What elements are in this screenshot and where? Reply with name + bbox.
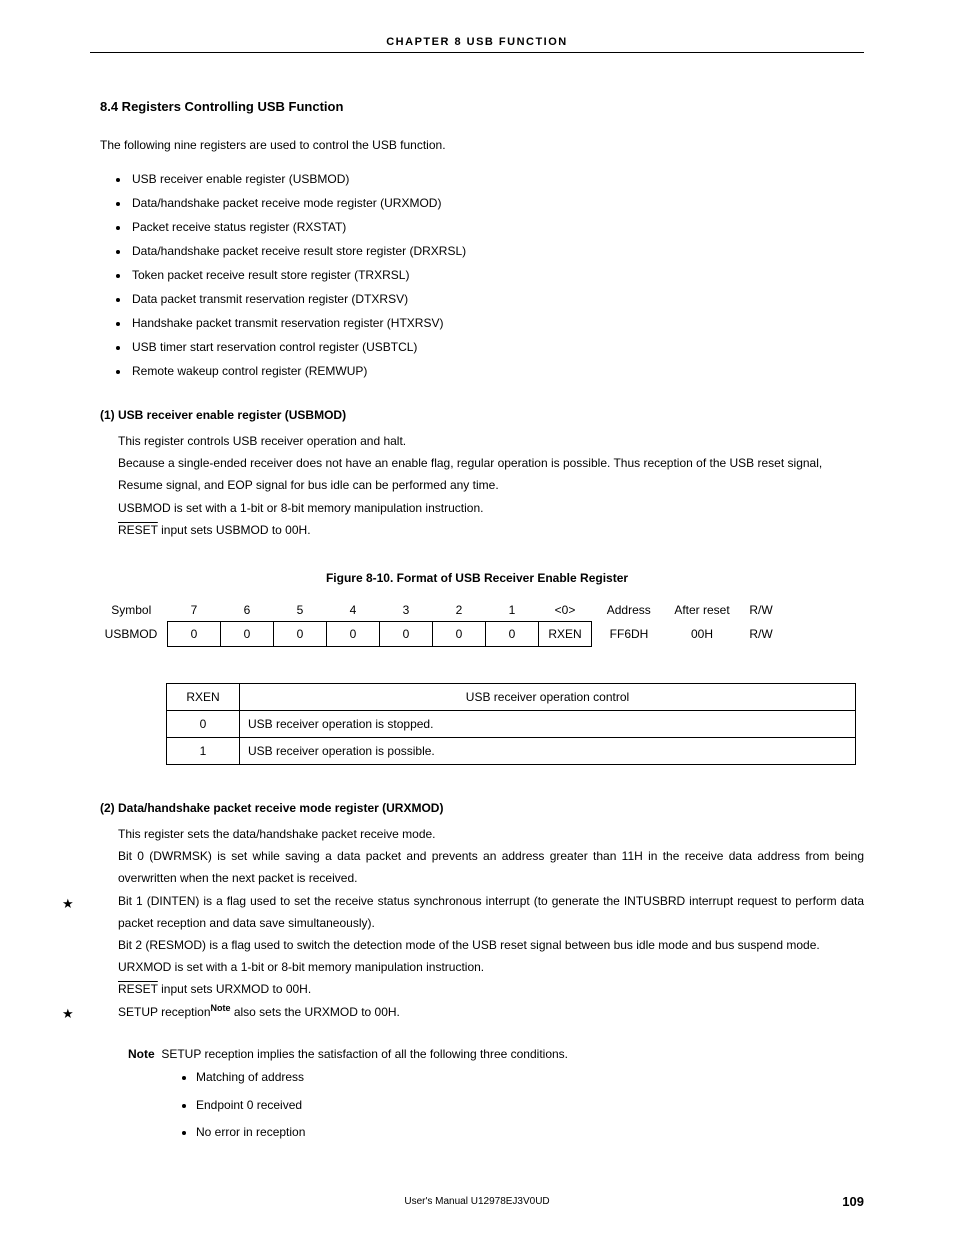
cell-bit: 0 (327, 621, 380, 646)
paragraph: Because a single-ended receiver does not… (118, 456, 822, 492)
paragraph: Bit 1 (DINTEN) is a flag used to set the… (118, 894, 864, 930)
page: CHAPTER 8 USB FUNCTION 8.4 Registers Con… (0, 0, 954, 1235)
table-row: 0 USB receiver operation is stopped. (167, 710, 856, 737)
footer-text: User's Manual U12978EJ3V0UD (404, 1196, 549, 1207)
table-header-row: Symbol 7 6 5 4 3 2 1 <0> Address After r… (100, 599, 784, 622)
subsection-1: (1) USB receiver enable register (USBMOD… (100, 408, 864, 541)
list-item: Data/handshake packet receive result sto… (130, 244, 864, 258)
list-item: No error in reception (196, 1122, 864, 1144)
cell-value: USB receiver operation is possible. (240, 737, 856, 764)
note-list: Matching of address Endpoint 0 received … (178, 1067, 864, 1144)
cell-bit: 0 (486, 621, 539, 646)
cell-after-reset: 00H (666, 621, 738, 646)
cell-bit: 0 (221, 621, 274, 646)
note-label: Note (128, 1047, 155, 1061)
list-item: Matching of address (196, 1067, 864, 1089)
paragraph: This register sets the data/handshake pa… (118, 827, 436, 841)
cell-bit: 0 (168, 621, 221, 646)
header-bit: 4 (327, 599, 380, 622)
table-header-row: RXEN USB receiver operation control (167, 683, 856, 710)
header-after-reset: After reset (666, 599, 738, 622)
subsection-2-body: This register sets the data/handshake pa… (118, 823, 864, 1024)
cell-bit: RXEN (539, 621, 592, 646)
table-row: USBMOD 0 0 0 0 0 0 0 RXEN FF6DH 00H R/W (100, 621, 784, 646)
star-icon: ★ (62, 892, 74, 916)
cell-rw: R/W (738, 621, 784, 646)
list-item: Endpoint 0 received (196, 1095, 864, 1117)
list-item: Handshake packet transmit reservation re… (130, 316, 864, 330)
paragraph: SETUP reception (118, 1005, 211, 1019)
register-list: USB receiver enable register (USBMOD) Da… (112, 172, 864, 378)
header-rule (90, 52, 864, 53)
figure-caption: Figure 8-10. Format of USB Receiver Enab… (90, 571, 864, 585)
paragraph: URXMOD is set with a 1-bit or 8-bit memo… (118, 960, 484, 974)
paragraph: Bit 2 (RESMOD) is a flag used to switch … (118, 938, 820, 952)
paragraph: input sets URXMOD to 00H. (158, 982, 311, 996)
header-bit: <0> (539, 599, 592, 622)
cell-desc-header: USB receiver operation control (240, 683, 856, 710)
note-text: SETUP reception implies the satisfaction… (161, 1047, 568, 1061)
intro-text: The following nine registers are used to… (100, 138, 864, 152)
star-icon: ★ (62, 1002, 74, 1026)
header-bit: 5 (274, 599, 327, 622)
cell-value: USB receiver operation is stopped. (240, 710, 856, 737)
reset-overline: RESET (118, 523, 158, 537)
header-rw: R/W (738, 599, 784, 622)
header-bit: 1 (486, 599, 539, 622)
paragraph: input sets USBMOD to 00H. (158, 523, 311, 537)
list-item: Remote wakeup control register (REMWUP) (130, 364, 864, 378)
list-item: Token packet receive result store regist… (130, 268, 864, 282)
paragraph: Bit 0 (DWRMSK) is set while saving a dat… (118, 849, 864, 885)
footer: User's Manual U12978EJ3V0UD 109 (90, 1196, 864, 1207)
paragraph: also sets the URXMOD to 00H. (231, 1005, 400, 1019)
header-bit: 2 (433, 599, 486, 622)
cell-key: 1 (167, 737, 240, 764)
cell-bit: 0 (274, 621, 327, 646)
page-number: 109 (842, 1194, 864, 1209)
list-item: Data packet transmit reservation registe… (130, 292, 864, 306)
list-item: Data/handshake packet receive mode regis… (130, 196, 864, 210)
reset-overline: RESET (118, 982, 158, 996)
section-title: 8.4 Registers Controlling USB Function (100, 99, 864, 114)
subsection-1-body: This register controls USB receiver oper… (118, 430, 864, 541)
header-address: Address (592, 599, 667, 622)
paragraph: USBMOD is set with a 1-bit or 8-bit memo… (118, 501, 483, 515)
register-bit-table: Symbol 7 6 5 4 3 2 1 <0> Address After r… (100, 599, 785, 647)
chapter-header: CHAPTER 8 USB FUNCTION (90, 36, 864, 48)
cell-key: 0 (167, 710, 240, 737)
list-item: USB timer start reservation control regi… (130, 340, 864, 354)
cell-address: FF6DH (592, 621, 667, 646)
paragraph: This register controls USB receiver oper… (118, 434, 406, 448)
header-bit: 6 (221, 599, 274, 622)
list-item: Packet receive status register (RXSTAT) (130, 220, 864, 234)
subsection-2: (2) Data/handshake packet receive mode r… (100, 801, 864, 1144)
subsection-1-title: (1) USB receiver enable register (USBMOD… (100, 408, 864, 422)
rxen-description-table: RXEN USB receiver operation control 0 US… (166, 683, 856, 765)
list-item: USB receiver enable register (USBMOD) (130, 172, 864, 186)
cell-rxen-header: RXEN (167, 683, 240, 710)
table-row: 1 USB receiver operation is possible. (167, 737, 856, 764)
note-block: Note SETUP reception implies the satisfa… (128, 1044, 864, 1144)
cell-symbol: USBMOD (100, 621, 168, 646)
header-bit: 3 (380, 599, 433, 622)
subsection-2-title: (2) Data/handshake packet receive mode r… (100, 801, 864, 815)
header-bit: 7 (168, 599, 221, 622)
note-superscript: Note (211, 1003, 231, 1013)
cell-bit: 0 (433, 621, 486, 646)
header-symbol: Symbol (100, 599, 168, 622)
cell-bit: 0 (380, 621, 433, 646)
